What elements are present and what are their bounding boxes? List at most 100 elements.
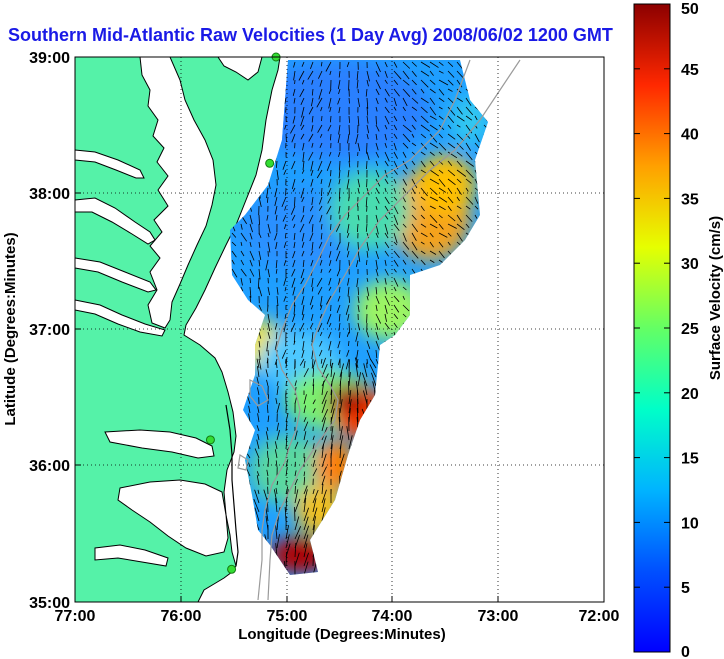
velocity-vector bbox=[357, 169, 359, 175]
velocity-vector bbox=[265, 507, 269, 522]
velocity-vector bbox=[402, 286, 407, 291]
velocity-vector bbox=[276, 516, 279, 531]
velocity-vector bbox=[302, 286, 305, 295]
velocity-vector bbox=[302, 151, 305, 162]
velocity-vector bbox=[319, 142, 323, 148]
velocity-vector bbox=[328, 268, 332, 273]
velocity-vector bbox=[366, 115, 369, 124]
velocity-vector bbox=[363, 381, 368, 396]
velocity-vector bbox=[411, 196, 415, 202]
velocity-vector bbox=[299, 358, 305, 366]
radar-station-marker bbox=[265, 158, 275, 168]
velocity-vector bbox=[402, 142, 409, 149]
velocity-vector bbox=[347, 133, 350, 144]
outer-banks bbox=[225, 404, 239, 567]
velocity-vector bbox=[411, 70, 417, 77]
velocity-vector bbox=[393, 304, 400, 313]
velocity-vector bbox=[294, 552, 300, 567]
velocity-vector bbox=[447, 61, 454, 67]
velocity-vector bbox=[311, 358, 314, 369]
y-tick-label: 39:00 bbox=[29, 50, 70, 67]
velocity-vector bbox=[348, 408, 351, 423]
velocity-vector bbox=[456, 169, 467, 177]
velocity-vector bbox=[447, 133, 456, 140]
velocity-vector bbox=[256, 471, 260, 477]
velocity-vector bbox=[365, 196, 368, 207]
velocity-vector bbox=[299, 88, 305, 98]
velocity-vector bbox=[384, 322, 390, 330]
velocity-vector bbox=[375, 313, 382, 324]
bathymetry-contour-4 bbox=[237, 454, 249, 471]
velocity-vector bbox=[402, 106, 406, 112]
velocity-vector bbox=[411, 124, 416, 130]
velocity-vector bbox=[283, 322, 287, 333]
velocity-vector bbox=[338, 169, 341, 179]
velocity-vector bbox=[240, 286, 244, 292]
velocity-vector bbox=[375, 286, 378, 295]
velocity-vector bbox=[312, 399, 316, 405]
velocity-vector bbox=[384, 115, 390, 125]
velocity-vector bbox=[258, 304, 262, 311]
velocity-vector bbox=[303, 552, 309, 567]
velocity-vector bbox=[294, 380, 297, 387]
velocity-vector bbox=[429, 133, 438, 143]
velocity-vector bbox=[240, 223, 243, 230]
velocity-vector bbox=[249, 250, 255, 261]
velocity-vector bbox=[267, 331, 271, 339]
radar-station-marker bbox=[205, 435, 215, 445]
velocity-vector bbox=[411, 223, 419, 233]
velocity-vector bbox=[240, 268, 247, 277]
velocity-vector bbox=[474, 214, 478, 219]
velocity-vector bbox=[420, 223, 427, 228]
velocity-vector bbox=[330, 435, 334, 450]
velocity-vector bbox=[309, 232, 314, 242]
velocity-vector bbox=[310, 187, 314, 193]
velocity-vector bbox=[303, 405, 306, 414]
velocity-vector bbox=[301, 106, 305, 118]
velocity-vector bbox=[291, 133, 296, 143]
velocity-vector bbox=[319, 214, 323, 223]
velocity-vector bbox=[320, 61, 323, 67]
velocity-vector bbox=[309, 205, 314, 212]
velocity-vector bbox=[338, 88, 341, 95]
velocity-vector bbox=[429, 142, 439, 149]
velocity-vector bbox=[266, 340, 269, 352]
velocity-vector bbox=[267, 232, 270, 238]
velocity-vector bbox=[275, 543, 278, 558]
velocity-vector bbox=[456, 70, 465, 79]
velocity-vector bbox=[257, 433, 260, 441]
velocity-vector bbox=[300, 97, 305, 105]
velocity-vector bbox=[429, 70, 434, 76]
velocity-vector bbox=[393, 322, 398, 329]
velocity-vector bbox=[420, 106, 428, 114]
velocity-vector bbox=[411, 187, 416, 194]
velocity-vector bbox=[402, 313, 407, 318]
velocity-vector bbox=[411, 241, 418, 251]
velocity-vector bbox=[281, 196, 287, 208]
velocity-vector bbox=[447, 151, 458, 159]
velocity-vector bbox=[411, 106, 418, 111]
velocity-vector bbox=[365, 223, 368, 232]
velocity-vector bbox=[402, 178, 408, 186]
velocity-vector bbox=[328, 250, 332, 258]
velocity-vector bbox=[345, 358, 350, 370]
velocity-vector bbox=[393, 214, 399, 225]
velocity-vector bbox=[276, 480, 279, 486]
velocity-vector bbox=[283, 295, 287, 302]
velocity-vector bbox=[329, 106, 332, 113]
velocity-vector bbox=[429, 223, 438, 229]
velocity-vector bbox=[281, 349, 287, 359]
velocity-vector bbox=[393, 70, 402, 80]
velocity-vector bbox=[402, 79, 410, 86]
velocity-vector bbox=[429, 115, 437, 121]
velocity-vector bbox=[438, 115, 444, 120]
velocity-vector bbox=[456, 178, 462, 184]
velocity-vector bbox=[284, 124, 287, 130]
velocity-vector bbox=[300, 133, 305, 140]
velocity-vector bbox=[338, 70, 341, 78]
velocity-vector bbox=[266, 404, 269, 414]
velocity-vector bbox=[284, 232, 287, 239]
velocity-vector bbox=[303, 471, 306, 477]
velocity-vector bbox=[429, 232, 434, 238]
velocity-vector bbox=[411, 61, 417, 67]
